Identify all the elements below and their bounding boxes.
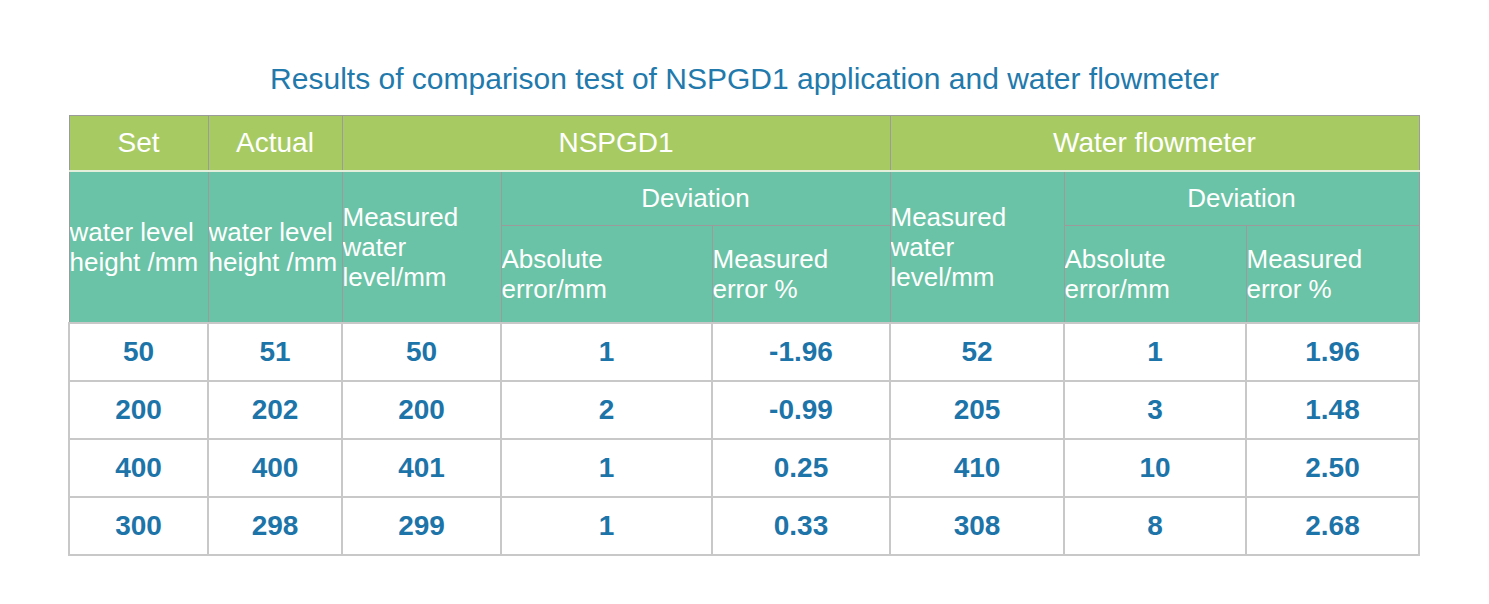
- table-cell: 300: [69, 497, 208, 555]
- table-cell: 1.96: [1246, 323, 1419, 381]
- table-row: 300 298 299 1 0.33 308 8 2.68: [69, 497, 1419, 555]
- table-cell: 200: [69, 381, 208, 439]
- table-cell: 10: [1064, 439, 1246, 497]
- table-cell: 1: [1064, 323, 1246, 381]
- header-actual-unit: water level height /mm: [208, 171, 342, 323]
- table-cell: 299: [342, 497, 501, 555]
- header-water-flowmeter: Water flowmeter: [890, 116, 1419, 172]
- table-cell: 3: [1064, 381, 1246, 439]
- table-cell: 400: [69, 439, 208, 497]
- header-flowmeter-absolute-error: Absolute error/mm: [1064, 225, 1246, 323]
- header-nspgd1-absolute-error: Absolute error/mm: [501, 225, 712, 323]
- table-cell: 298: [208, 497, 342, 555]
- table-cell: 400: [208, 439, 342, 497]
- table-cell: 0.25: [712, 439, 890, 497]
- header-nspgd1-deviation: Deviation: [501, 171, 890, 225]
- table-cell: 1: [501, 323, 712, 381]
- header-row-top: Set Actual NSPGD1 Water flowmeter: [69, 116, 1419, 172]
- header-nspgd1-measured: Measured water level/mm: [342, 171, 501, 323]
- table-cell: 1: [501, 439, 712, 497]
- table-cell: -0.99: [712, 381, 890, 439]
- header-nspgd1-measured-error: Measured error %: [712, 225, 890, 323]
- table-cell: 8: [1064, 497, 1246, 555]
- header-set: Set: [69, 116, 208, 172]
- table-cell: 50: [342, 323, 501, 381]
- table-cell: 0.33: [712, 497, 890, 555]
- table-cell: 401: [342, 439, 501, 497]
- comparison-table: Set Actual NSPGD1 Water flowmeter water …: [68, 115, 1420, 556]
- header-flowmeter-deviation: Deviation: [1064, 171, 1419, 225]
- table-cell: 50: [69, 323, 208, 381]
- header-nspgd1: NSPGD1: [342, 116, 890, 172]
- table-cell: 202: [208, 381, 342, 439]
- table-cell: 2.50: [1246, 439, 1419, 497]
- table-cell: 51: [208, 323, 342, 381]
- table-cell: 308: [890, 497, 1064, 555]
- table-cell: 2.68: [1246, 497, 1419, 555]
- table-row: 50 51 50 1 -1.96 52 1 1.96: [69, 323, 1419, 381]
- table-cell: 205: [890, 381, 1064, 439]
- table-cell: 2: [501, 381, 712, 439]
- page-title: Results of comparison test of NSPGD1 app…: [0, 62, 1489, 96]
- table-cell: 1.48: [1246, 381, 1419, 439]
- header-set-unit: water level height /mm: [69, 171, 208, 323]
- header-row-sub: water level height /mm water level heigh…: [69, 171, 1419, 225]
- header-flowmeter-measured: Measured water level/mm: [890, 171, 1064, 323]
- header-flowmeter-measured-error: Measured error %: [1246, 225, 1419, 323]
- table-cell: 200: [342, 381, 501, 439]
- table-cell: 410: [890, 439, 1064, 497]
- header-actual: Actual: [208, 116, 342, 172]
- table-cell: -1.96: [712, 323, 890, 381]
- table-row: 200 202 200 2 -0.99 205 3 1.48: [69, 381, 1419, 439]
- table-row: 400 400 401 1 0.25 410 10 2.50: [69, 439, 1419, 497]
- table-cell: 1: [501, 497, 712, 555]
- table-cell: 52: [890, 323, 1064, 381]
